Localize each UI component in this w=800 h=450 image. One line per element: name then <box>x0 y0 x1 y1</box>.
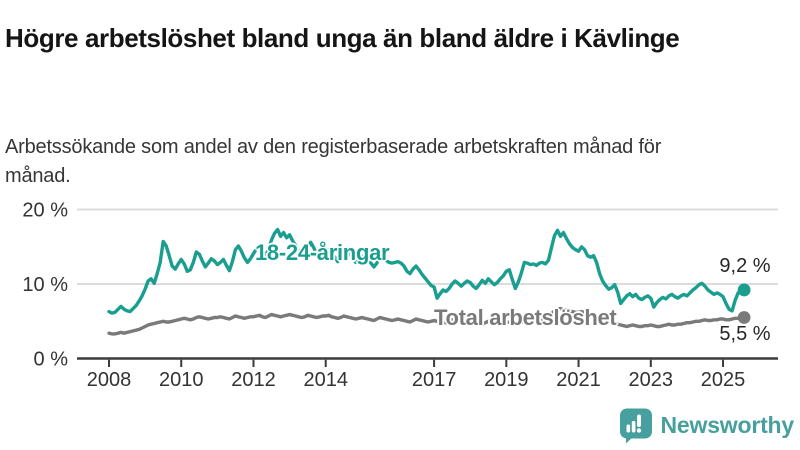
x-tick-label: 2023 <box>629 369 674 391</box>
x-tick-label: 2008 <box>87 369 132 391</box>
end-value-young: 9,2 % <box>719 255 771 277</box>
x-tick-label: 2025 <box>701 369 746 391</box>
x-tick-label: 2017 <box>412 369 457 391</box>
series-line <box>107 306 746 336</box>
y-tick-label: 0 % <box>34 349 69 371</box>
series-label-total: Total arbetslöshet <box>434 305 617 330</box>
x-tick-label: 2010 <box>159 369 204 391</box>
page-title: Högre arbetslöshet bland unga än bland ä… <box>5 23 680 54</box>
series-end-dot <box>737 283 751 297</box>
bar-chart-speech-bubble-icon <box>619 408 652 444</box>
series-label-young: 18-24-åringar <box>255 240 390 265</box>
page-subtitle: Arbetssökande som andel av den registerb… <box>5 136 662 187</box>
series-end-dot <box>737 311 751 324</box>
x-tick-label: 2014 <box>303 369 348 391</box>
newsworthy-logo[interactable]: Newsworthy <box>619 407 794 444</box>
x-tick-label: 2012 <box>231 369 276 391</box>
series-line <box>107 227 746 315</box>
x-tick-label: 2021 <box>556 369 601 391</box>
end-value-total: 5,5 % <box>719 323 771 345</box>
brand-name: Newsworthy <box>660 412 795 438</box>
y-tick-label: 10 % <box>22 274 68 296</box>
x-tick-label: 2019 <box>484 369 529 391</box>
y-tick-label: 20 % <box>22 200 68 222</box>
